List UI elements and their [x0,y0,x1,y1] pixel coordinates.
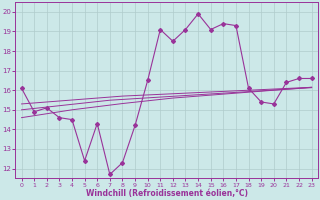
X-axis label: Windchill (Refroidissement éolien,°C): Windchill (Refroidissement éolien,°C) [85,189,248,198]
